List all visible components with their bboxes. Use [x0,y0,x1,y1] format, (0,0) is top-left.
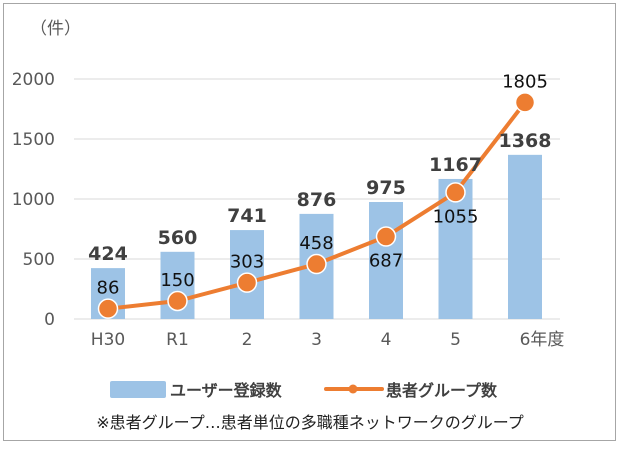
bar-value-label: 876 [297,189,337,211]
x-tick-label: 3 [311,330,322,350]
y-tick-label: 500 [23,250,55,270]
line-marker [445,182,466,203]
y-tick-label: 0 [44,310,55,330]
line-marker [97,298,119,319]
y-unit-label: （件） [30,19,81,39]
bar-value-label: 975 [366,177,406,199]
legend-bar-swatch [110,381,166,398]
y-tick-label: 1000 [12,190,55,210]
bar-value-label: 560 [158,227,198,249]
bar [508,154,542,319]
line-value-label: 1055 [433,206,479,227]
x-tick-label: H30 [91,330,125,350]
line-value-label: 1805 [502,71,548,92]
legend-line-marker [348,384,358,394]
x-tick-label: 6年度 [520,330,565,350]
bar-value-label: 424 [88,243,128,265]
footnote: ※患者グループ…患者単位の多職種ネットワークのグループ [96,413,524,432]
bar-value-label: 1167 [429,154,482,176]
bar-value-label: 1368 [499,130,552,152]
line-value-label: 150 [160,270,194,291]
bar [369,202,403,319]
x-tick-label: R1 [166,330,189,350]
y-tick-label: 1500 [12,130,55,150]
bar-value-label: 741 [227,205,267,227]
legend-bar-label: ユーザー登録数 [170,381,283,400]
line-value-label: 687 [369,251,403,272]
legend-line-label: 患者グループ数 [386,381,498,400]
line-marker [236,272,258,293]
x-tick-label: 5 [450,330,461,350]
x-tick-label: 2 [242,330,253,350]
x-tick-label: 4 [381,330,392,350]
line-value-label: 458 [299,233,333,254]
line-marker [514,92,536,113]
y-tick-label: 2000 [12,70,55,90]
line-marker [167,290,188,312]
line-value-label: 86 [97,278,120,299]
line-marker [375,226,397,247]
line-marker [306,253,327,275]
legend: ユーザー登録数 患者グループ数 [110,381,498,400]
line-value-label: 303 [230,252,264,273]
